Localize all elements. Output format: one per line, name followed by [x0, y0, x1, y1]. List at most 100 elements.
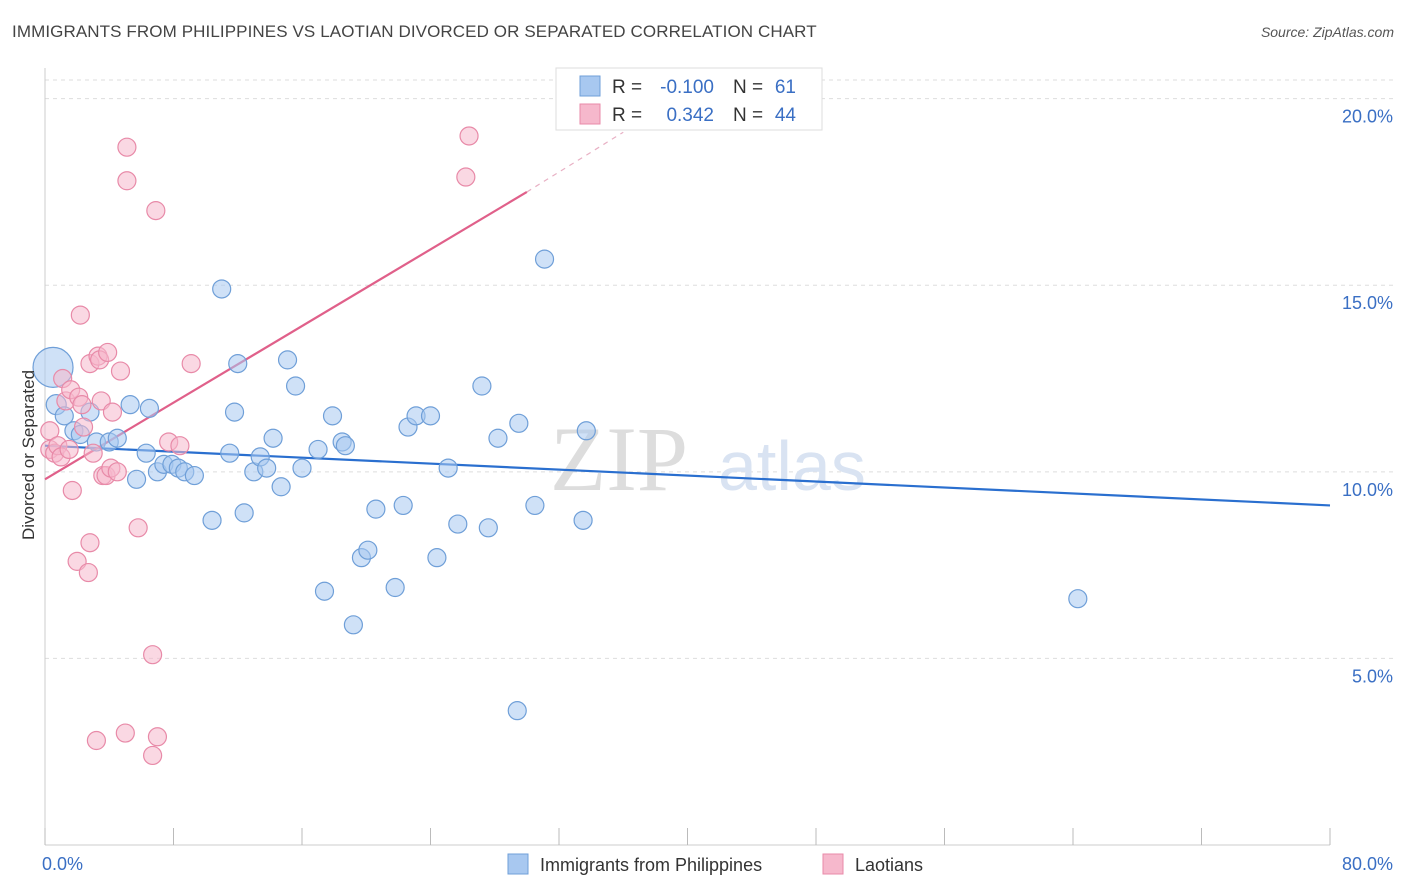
- series-legend-swatch-pink: [822, 853, 844, 875]
- tick-labels: 5.0% 10.0% 15.0% 20.0% 0.0% 80.0%: [42, 107, 1393, 874]
- series-legend: Immigrants from Philippines Laotians: [507, 853, 923, 875]
- point-pink: [459, 126, 479, 146]
- point-blue: [292, 458, 312, 478]
- y-tick-label: 5.0%: [1352, 666, 1393, 686]
- point-blue: [263, 428, 283, 448]
- watermark: ZIP atlas: [550, 408, 866, 510]
- point-pink: [143, 745, 163, 766]
- point-blue: [308, 439, 328, 460]
- point-blue: [427, 548, 447, 568]
- point-blue: [438, 458, 458, 478]
- point-blue: [202, 510, 222, 530]
- watermark-atlas: atlas: [718, 427, 866, 505]
- point-blue: [184, 465, 204, 486]
- point-pink: [59, 439, 79, 460]
- point-pink: [146, 201, 166, 221]
- point-blue: [322, 406, 343, 426]
- point-blue: [107, 428, 127, 448]
- correlation-legend: R = -0.100 N = 61 R = 0.342 N = 44: [555, 67, 823, 131]
- legend-n-label: N =: [733, 77, 763, 98]
- point-pink: [181, 354, 201, 374]
- point-blue: [224, 402, 245, 422]
- point-pink: [70, 305, 90, 325]
- point-pink: [117, 171, 137, 191]
- watermark-zip: ZIP: [550, 408, 688, 510]
- point-pink: [147, 727, 168, 747]
- legend-n-label: N =: [733, 105, 763, 126]
- legend-r-label: R =: [612, 105, 642, 126]
- point-blue: [525, 495, 545, 516]
- series-legend-label: Laotians: [855, 855, 923, 875]
- point-blue: [212, 279, 232, 299]
- x-tick-label: 80.0%: [1342, 854, 1393, 874]
- point-blue: [573, 510, 593, 530]
- point-blue: [358, 540, 378, 560]
- gridlines: [45, 79, 1395, 659]
- point-blue: [220, 443, 240, 463]
- point-pink: [62, 480, 82, 501]
- source-label: Source: ZipAtlas.com: [1260, 24, 1394, 40]
- point-blue: [314, 581, 335, 601]
- point-pink: [83, 443, 103, 463]
- point-blue: [385, 577, 405, 598]
- trend-line-pink: [44, 191, 528, 481]
- point-blue: [509, 413, 529, 433]
- point-blue: [420, 406, 441, 426]
- point-blue: [507, 701, 527, 721]
- point-blue: [285, 376, 306, 396]
- point-pink: [78, 562, 98, 583]
- point-blue: [576, 421, 596, 441]
- legend-swatch-pink: [579, 103, 601, 125]
- point-pink: [117, 137, 137, 157]
- legend-r-value: 0.342: [666, 105, 714, 126]
- point-blue: [1068, 589, 1088, 609]
- chart-title: IMMIGRANTS FROM PHILIPPINES VS LAOTIAN D…: [12, 22, 817, 41]
- point-pink: [107, 462, 127, 482]
- point-pink: [115, 723, 135, 743]
- point-blue: [366, 499, 386, 519]
- legend-n-value: 44: [775, 105, 797, 126]
- point-blue: [271, 477, 291, 497]
- point-blue: [139, 398, 160, 418]
- data-points: [32, 89, 1088, 766]
- point-blue: [393, 495, 413, 516]
- point-blue: [472, 376, 492, 396]
- point-pink: [102, 402, 123, 422]
- point-blue: [478, 518, 498, 538]
- point-blue: [343, 615, 363, 635]
- point-pink: [456, 167, 476, 187]
- point-blue: [277, 350, 298, 370]
- point-pink: [72, 395, 92, 415]
- legend-n-value: 61: [775, 77, 796, 98]
- point-pink: [40, 421, 60, 441]
- point-blue: [228, 354, 248, 374]
- point-pink: [170, 436, 190, 456]
- x-tick-label: 0.0%: [42, 854, 83, 874]
- point-pink: [143, 645, 163, 665]
- point-pink: [128, 518, 148, 538]
- trend-extension-pink: [526, 131, 624, 193]
- point-pink: [80, 533, 100, 553]
- point-pink: [110, 361, 131, 381]
- legend-r-value: -0.100: [660, 77, 714, 98]
- series-legend-swatch-blue: [507, 853, 529, 875]
- point-pink: [98, 342, 118, 363]
- point-blue: [488, 428, 508, 448]
- point-blue: [257, 458, 277, 478]
- y-tick-label: 20.0%: [1342, 107, 1393, 127]
- point-blue: [234, 503, 254, 523]
- series-legend-label: Immigrants from Philippines: [540, 855, 762, 875]
- point-blue: [448, 514, 468, 534]
- y-tick-label: 15.0%: [1342, 293, 1393, 313]
- point-blue: [534, 249, 555, 269]
- point-pink: [73, 417, 94, 437]
- y-tick-label: 10.0%: [1342, 480, 1393, 500]
- point-pink: [86, 730, 107, 751]
- point-blue: [335, 436, 355, 456]
- y-axis-label: Divorced or Separated: [19, 370, 38, 540]
- point-blue: [126, 469, 147, 489]
- point-blue: [136, 443, 156, 463]
- point-blue: [120, 395, 140, 415]
- legend-r-label: R =: [612, 77, 642, 98]
